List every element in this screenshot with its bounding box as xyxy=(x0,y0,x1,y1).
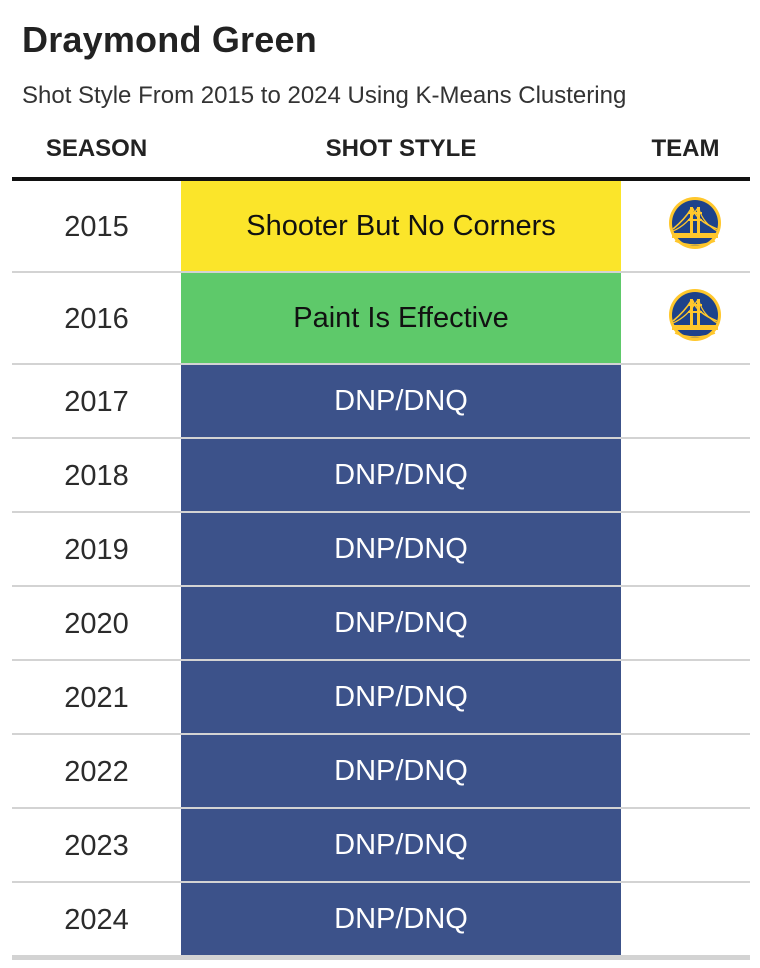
team-cell xyxy=(621,439,750,513)
row-separator xyxy=(12,511,750,513)
shot-style-cell: DNP/DNQ xyxy=(181,365,621,437)
table-header: SEASON SHOT STYLE TEAM xyxy=(12,133,750,165)
season-cell: 2017 xyxy=(64,385,129,418)
row-separator xyxy=(12,659,750,661)
table-row: 2015 Shooter But No Corners xyxy=(12,181,750,273)
shot-style-cell: DNP/DNQ xyxy=(181,513,621,585)
shot-style-cell: DNP/DNQ xyxy=(181,735,621,807)
table-row: 2018 DNP/DNQ xyxy=(12,439,750,513)
team-cell xyxy=(621,883,750,957)
row-separator xyxy=(12,585,750,587)
golden-state-warriors-logo-icon xyxy=(669,197,721,249)
season-cell: 2019 xyxy=(64,533,129,566)
team-cell xyxy=(621,273,750,365)
shot-style-cell: DNP/DNQ xyxy=(181,587,621,659)
team-cell xyxy=(621,735,750,809)
team-cell xyxy=(621,365,750,439)
column-header-shot-style: SHOT STYLE xyxy=(325,135,477,162)
season-cell: 2015 xyxy=(64,210,129,243)
shot-style-cell: Shooter But No Corners xyxy=(181,181,621,271)
shot-style-cell: Paint Is Effective xyxy=(181,273,621,363)
row-separator xyxy=(12,437,750,439)
table-row: 2024 DNP/DNQ xyxy=(12,883,750,957)
table-row: 2020 DNP/DNQ xyxy=(12,587,750,661)
season-cell: 2020 xyxy=(64,607,129,640)
table-row: 2016 Paint Is Effective xyxy=(12,273,750,365)
team-cell xyxy=(621,181,750,273)
row-separator xyxy=(12,807,750,809)
row-separator xyxy=(12,271,750,273)
team-cell xyxy=(621,513,750,587)
chart-title: Draymond Green xyxy=(22,19,317,60)
golden-state-warriors-logo-icon xyxy=(669,289,721,341)
season-cell: 2016 xyxy=(64,302,129,335)
table-row: 2022 DNP/DNQ xyxy=(12,735,750,809)
header-rule xyxy=(12,177,750,181)
table-row: 2023 DNP/DNQ xyxy=(12,809,750,883)
row-separator xyxy=(12,733,750,735)
team-cell xyxy=(621,587,750,661)
season-cell: 2021 xyxy=(64,681,129,714)
shot-style-cell: DNP/DNQ xyxy=(181,439,621,511)
season-cell: 2018 xyxy=(64,459,129,492)
bottom-rule xyxy=(12,956,750,960)
column-header-season: SEASON xyxy=(45,135,148,162)
row-separator xyxy=(12,881,750,883)
table-row: 2021 DNP/DNQ xyxy=(12,661,750,735)
season-cell: 2022 xyxy=(64,755,129,788)
season-cell: 2023 xyxy=(64,829,129,862)
team-cell xyxy=(621,809,750,883)
team-cell xyxy=(621,661,750,735)
season-cell: 2024 xyxy=(64,903,129,936)
table-row: 2017 DNP/DNQ xyxy=(12,365,750,439)
shot-style-cell: DNP/DNQ xyxy=(181,809,621,881)
shot-style-cell: DNP/DNQ xyxy=(181,883,621,955)
shot-style-cell: DNP/DNQ xyxy=(181,661,621,733)
column-header-team: TEAM xyxy=(651,135,720,162)
row-separator xyxy=(12,363,750,365)
table-row: 2019 DNP/DNQ xyxy=(12,513,750,587)
chart-subtitle: Shot Style From 2015 to 2024 Using K-Mea… xyxy=(22,82,627,109)
